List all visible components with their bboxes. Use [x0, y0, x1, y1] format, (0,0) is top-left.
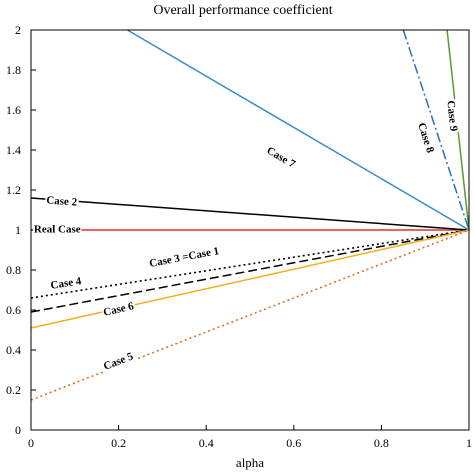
x-tick-label: 0.4: [199, 436, 214, 450]
series-label: Case 8: [415, 121, 436, 155]
y-tick-label: 0.6: [6, 303, 21, 317]
y-tick-label: 1.8: [6, 63, 21, 77]
series-label: Case 2: [46, 194, 78, 208]
y-tick-label: 0.4: [6, 343, 21, 357]
series-label-background: [263, 144, 299, 172]
series-label: Case 7: [265, 145, 298, 171]
series-label: Real Case: [34, 224, 81, 236]
series-line-2: [127, 29, 470, 231]
x-tick-label: 0.2: [111, 436, 126, 450]
y-tick-label: 0: [15, 423, 21, 437]
series-label-background: [101, 299, 137, 319]
series-label: Case 4: [50, 275, 83, 292]
series-label: Case 3 =Case 1: [148, 245, 220, 270]
series-label-background: [147, 244, 222, 271]
series-label: Case 9: [444, 100, 459, 132]
series-label-background: [48, 275, 84, 292]
series-line-4: [30, 229, 470, 299]
series-label-background: [414, 120, 437, 156]
x-axis-label: alpha: [236, 455, 264, 470]
series-label: Case 5: [102, 350, 136, 373]
series-layer: [30, 29, 470, 401]
ticks-layer: 0 0.2 0.4 0.6 0.8 1 0 0.2 0.4 0.6 0.8 1 1.2 1.4 1.6 1.8…: [6, 23, 472, 450]
series-label-background: [444, 98, 460, 134]
x-tick-label: 1: [466, 436, 472, 450]
y-tick-label: 1: [15, 223, 21, 237]
chart-title: Overall performance coefficient: [153, 3, 332, 18]
y-tick-label: 0.2: [6, 383, 21, 397]
series-line-1: [30, 197, 470, 231]
series-line-7: [402, 29, 470, 231]
y-tick-label: 0.8: [6, 263, 21, 277]
series-labels: Real Case Case 2 Case 7 Case 3 =Case 1 Case …: [32, 98, 460, 374]
series-label-background: [32, 223, 82, 236]
y-tick-label: 1.6: [6, 103, 21, 117]
series-label: Case 6: [102, 300, 135, 319]
series-label-background: [44, 194, 80, 209]
series-label-background: [100, 349, 137, 374]
series-line-3: [30, 229, 470, 313]
x-tick-label: 0.6: [286, 436, 301, 450]
series-line-5: [30, 229, 470, 329]
series-line-6: [30, 229, 470, 401]
x-tick-label: 0.8: [374, 436, 389, 450]
y-tick-label: 2: [15, 23, 21, 37]
y-tick-label: 1.4: [6, 143, 21, 157]
y-tick-label: 1.2: [6, 183, 21, 197]
x-tick-label: 0: [28, 436, 34, 450]
